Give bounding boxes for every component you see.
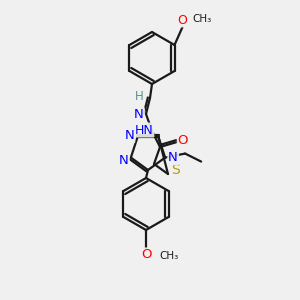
Text: N: N <box>168 151 178 164</box>
Text: S: S <box>171 163 179 177</box>
Text: O: O <box>141 248 151 262</box>
Text: O: O <box>178 134 188 146</box>
Text: HN: HN <box>135 124 153 136</box>
Text: CH₃: CH₃ <box>159 251 178 261</box>
Text: N: N <box>124 129 134 142</box>
Text: O: O <box>178 14 188 26</box>
Text: N: N <box>134 109 144 122</box>
Text: N: N <box>119 154 129 167</box>
Text: H: H <box>135 89 143 103</box>
Text: CH₃: CH₃ <box>193 14 212 24</box>
